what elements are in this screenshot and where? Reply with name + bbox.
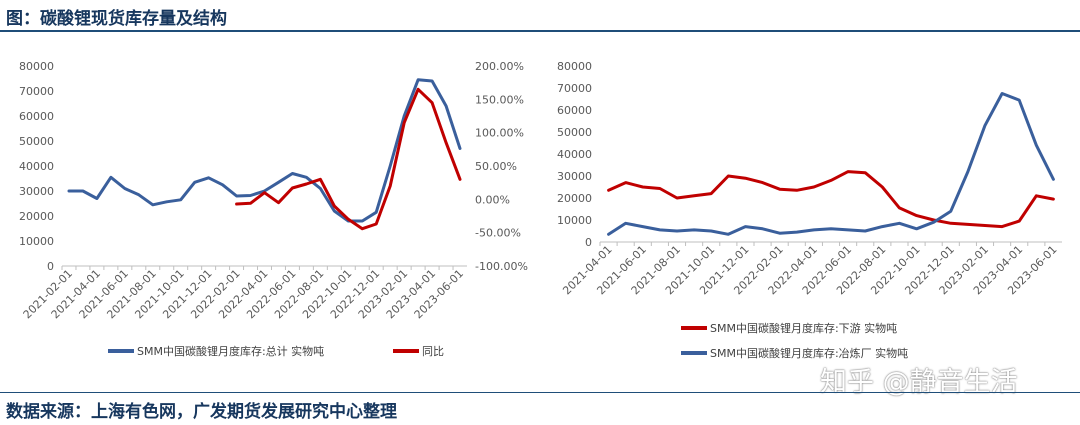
legend-label-total: SMM中国碳酸锂月度库存:总计 实物吨 [137,344,324,358]
c2-y-tick-labels: 0 10000 20000 30000 40000 50000 60000 70000 8000… [557,60,592,249]
c1-axis-lines [61,265,467,270]
y2-tick-label: 200.00% [475,60,524,73]
y-tick-label: 10000 [19,235,54,248]
c2-legend: SMM中国碳酸锂月度库存:下游 实物吨 SMM中国碳酸锂月度库存:冶炼厂 实物吨 [681,321,908,360]
legend-label-yoy: 同比 [422,345,444,358]
y-tick-label: 40000 [557,148,592,161]
y-tick-label: 50000 [557,126,592,139]
y-tick-label: 40000 [19,160,54,173]
c2-axis-lines [599,241,1062,246]
y2-tick-label: 50.00% [475,160,517,173]
y-tick-label: 10000 [557,214,592,227]
series-line-1 [607,92,1055,236]
c1-x-tick-labels: 2021-02-012021-04-012021-06-012021-08-01… [21,267,466,321]
y-tick-label: 50000 [19,135,54,148]
y-tick-label: 70000 [19,85,54,98]
watermark: 知乎 @静音生活 [820,367,1018,398]
y-tick-label: 20000 [557,192,592,205]
y-tick-label: 0 [47,260,54,273]
inventory-structure-chart: 0 10000 20000 30000 40000 50000 60000 70000 8000… [557,60,1062,360]
c1-y-tick-labels: 0 10000 20000 30000 40000 50000 60000 70000 8000… [19,60,54,273]
legend-label-downstream: SMM中国碳酸锂月度库存:下游 实物吨 [710,321,897,335]
y-tick-label: 20000 [19,210,54,223]
title-divider [0,30,1080,32]
c1-legend: SMM中国碳酸锂月度库存:总计 实物吨 同比 [108,344,444,358]
y2-tick-label: -100.00% [475,260,528,273]
c2-series-lines [607,92,1055,236]
y2-tick-label: 150.00% [475,93,524,106]
y-tick-label: 30000 [557,170,592,183]
y-tick-label: 70000 [557,82,592,95]
inventory-total-chart: 0 10000 20000 30000 40000 50000 60000 70000 8000… [19,60,528,358]
y-tick-label: 80000 [19,60,54,73]
y-tick-label: 0 [585,236,592,249]
y-tick-label: 60000 [19,110,54,123]
y-tick-label: 60000 [557,104,592,117]
y2-tick-label: -50.00% [475,227,521,240]
c1-series-lines [67,78,462,231]
y2-tick-label: 0.00% [475,193,510,206]
figure-title: 图：碳酸锂现货库存量及结构 [6,9,227,29]
y2-tick-label: 100.00% [475,127,524,140]
series-line-0 [607,170,1055,229]
y-tick-label: 30000 [19,185,54,198]
series-line-1 [235,87,462,231]
source-note: 数据来源：上海有色网，广发期货发展研究中心整理 [6,402,397,422]
source-divider [0,392,1080,393]
series-line-0 [67,78,462,223]
legend-label-smelter: SMM中国碳酸锂月度库存:冶炼厂 实物吨 [710,346,908,360]
c1-y2-tick-labels: -100.00% -50.00% 0.00% 50.00% 100.00% 150.00%… [475,60,528,273]
y-tick-label: 80000 [557,60,592,73]
c2-x-tick-labels: 2021-04-012021-06-012021-08-012021-10-01… [560,243,1059,297]
